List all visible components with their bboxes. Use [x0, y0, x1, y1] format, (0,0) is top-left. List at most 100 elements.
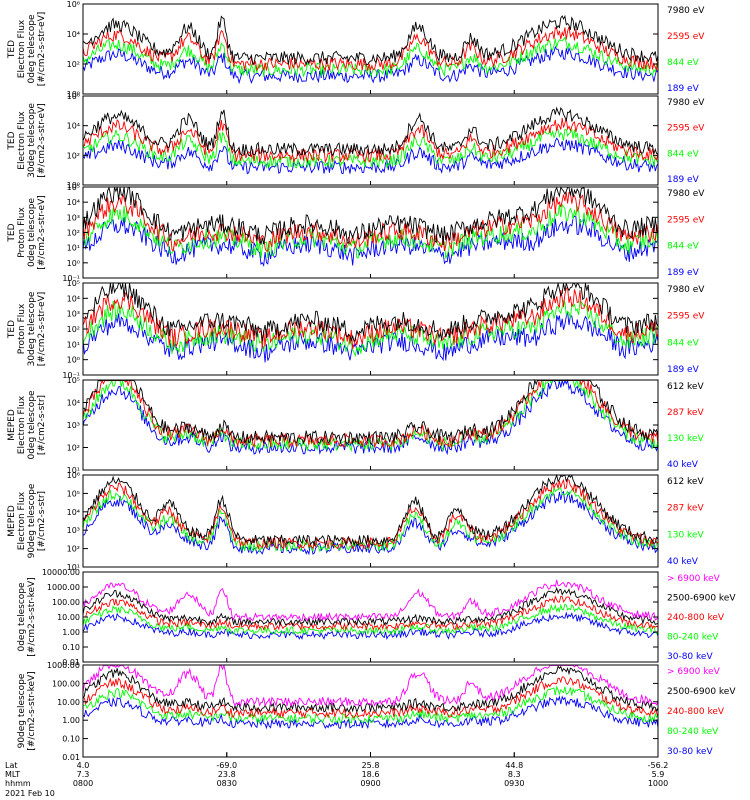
lat-tick-label: 44.8 — [505, 761, 523, 770]
panel-1-ylabel: TED — [7, 40, 17, 59]
panel-8-legend-item: 80-240 keV — [667, 727, 719, 737]
panel-6-ytick-label: 10² — [67, 545, 80, 554]
panel-6-ytick-label: 10⁵ — [67, 489, 80, 498]
panel-1-series-1 — [82, 14, 659, 66]
panel-3-series-4 — [82, 215, 659, 267]
panel-6-legend-item: 612 keV — [667, 477, 704, 487]
panel-2-legend-item: 844 eV — [667, 149, 700, 159]
panel-4-series-1 — [82, 282, 659, 343]
panel-3-ytick-label: 10² — [67, 229, 80, 238]
panel-4-legend-item: 189 eV — [667, 365, 700, 375]
panel-1-ytick-label: 10² — [67, 60, 80, 69]
panel-5-ylabel: MEPED — [7, 409, 17, 441]
panel-6-ylabel: [#/cm2-s-str] — [37, 491, 47, 551]
panel-8-ytick-label: 1000.00 — [47, 661, 80, 670]
panel-6-series-1 — [82, 473, 659, 547]
panel-8-ylabel: 90deg telescope — [17, 673, 27, 748]
panel-3-ylabel: Proton Flux — [17, 207, 27, 258]
panel-7-ylabel: 0deg telescope — [17, 582, 27, 652]
panel-4-frame — [82, 282, 659, 376]
panel-5-series-1 — [82, 378, 659, 445]
panel-8-ytick-label: 1.00 — [62, 716, 80, 725]
panel-2-ytick-label: 10⁴ — [67, 122, 80, 131]
panel-3-ytick-label: 10⁰ — [67, 259, 80, 268]
date-label: 2021 Feb 10 — [5, 789, 55, 798]
panel-7-legend-item: 80-240 keV — [667, 633, 719, 643]
panel-2-ylabel: 30deg telescope — [27, 103, 37, 178]
panel-6-series-2 — [82, 478, 659, 550]
panel-3-series-1 — [82, 186, 659, 245]
panel-7-ytick-label: 1000.00 — [47, 583, 80, 592]
panel-7-legend-item: > 6900 keV — [667, 574, 721, 584]
panel-3-legend-item: 844 eV — [667, 242, 700, 252]
panel-4-ytick-label: 10² — [67, 325, 80, 334]
panel-3-ylabel: 0deg telescope — [27, 198, 37, 268]
panel-7-series-4 — [82, 603, 659, 636]
panel-3-ylabel: [#/cm2-s-str-eV] — [37, 195, 47, 270]
panel-4-legend-item: 2595 eV — [667, 312, 705, 322]
panel-8-ytick-label: 100.00 — [52, 679, 80, 688]
panel-4-series-4 — [82, 311, 659, 363]
panel-5-ylabel: 0deg telescope — [27, 390, 37, 460]
panel-2-legend-item: 7980 eV — [667, 98, 705, 108]
panel-7-legend-item: 30-80 keV — [667, 652, 713, 662]
panel-4-ytick-label: 10⁰ — [67, 356, 80, 365]
panel-2-frame — [82, 95, 659, 186]
panel-3-ytick-label: 10¹ — [67, 244, 80, 253]
panel-2-series-1 — [82, 106, 659, 158]
lat-tick-label: 4.0 — [77, 761, 90, 770]
panel-6-ylabel: MEPED — [7, 505, 17, 537]
panel-1-legend-item: 2595 eV — [667, 32, 705, 42]
panel-3-ytick-label: 10⁵ — [67, 183, 80, 192]
panel-7-ytick-label: 10.00 — [57, 613, 80, 622]
panel-4: 10⁻¹ 10⁰ 10¹ 10² 10³ 10⁴ 10⁵ TED Proton Flux 30de… — [7, 279, 705, 380]
panel-2-ytick-label: 10⁰ — [67, 181, 80, 190]
panel-7-series-5 — [82, 611, 659, 641]
panel-4-series-2 — [82, 286, 659, 350]
panel-8-series-4 — [82, 685, 659, 725]
panel-3-series-2 — [82, 191, 659, 252]
panel-2-series-2 — [82, 117, 659, 164]
panel-4-ytick-label: 10¹ — [67, 340, 80, 349]
panel-6: 10¹ 10² 10³ 10⁴ 10⁵ 10⁶ MEPED Electron Flux 90de… — [7, 471, 704, 572]
panel-1-ylabel: [#/cm2-s-str-eV] — [37, 12, 47, 87]
panel-5-ylabel: [#/cm2-s-str] — [37, 395, 47, 455]
panel-3-ytick-label: 10⁴ — [67, 198, 80, 207]
time-tick-label: 0900 — [360, 779, 380, 788]
time-tick-label: 0800 — [73, 779, 93, 788]
panel-6-frame — [82, 474, 659, 568]
panel-4-ylabel: [#/cm2-s-str-eV] — [37, 292, 47, 367]
panel-2: 10⁰ 10² 10⁴ 10⁶ TED Electron Flux 30deg telesc… — [7, 92, 705, 190]
time-tick-label: 1000 — [648, 779, 668, 788]
panel-8-ytick-label: 0.10 — [62, 735, 80, 744]
panel-7-series-2 — [82, 586, 659, 627]
panel-3-ylabel: TED — [7, 223, 17, 242]
panel-4-ytick-label: 10³ — [67, 310, 80, 319]
panel-4-ytick-label: 10⁻¹ — [62, 371, 80, 380]
panel-8: 0.01 0.10 1.00 10.00 100.00 1000.00 90deg tele… — [17, 661, 736, 762]
panel-6-ylabel: Electron Flux — [17, 491, 27, 550]
panel-2-series-3 — [82, 127, 659, 170]
panel-1: 10⁰ 10² 10⁴ 10⁶ TED Electron Flux 0deg telesco… — [7, 0, 705, 99]
panel-5-ytick-label: 10⁴ — [67, 399, 80, 408]
panel-4-ytick-label: 10⁵ — [67, 279, 80, 288]
panel-8-legend-item: 2500-6900 keV — [667, 687, 736, 697]
panel-8-ytick-label: 10.00 — [57, 698, 80, 707]
time-tick-label: 0830 — [217, 779, 237, 788]
x-row-label: MLT — [5, 770, 20, 779]
panel-3-ytick-label: 10⁻¹ — [62, 274, 80, 283]
panel-6-legend-item: 40 keV — [667, 557, 699, 567]
mlt-tick-label: 8.3 — [508, 770, 521, 779]
panel-3-ytick-label: 10³ — [67, 213, 80, 222]
panel-1-ylabel: 0deg telescope — [27, 14, 37, 84]
panel-3-legend-item: 7980 eV — [667, 189, 705, 199]
panel-5-ytick-label: 10³ — [67, 421, 80, 430]
panel-3-legend-item: 189 eV — [667, 268, 700, 278]
x-row-label: Lat — [5, 761, 18, 770]
panel-7-legend-item: 2500-6900 keV — [667, 594, 736, 604]
mlt-tick-label: 18.6 — [362, 770, 380, 779]
panel-8-ylabel: [#/cm2-s-str-keV] — [27, 671, 37, 750]
panel-7-legend-item: 240-800 keV — [667, 613, 725, 623]
panel-5: 10¹ 10² 10³ 10⁴ 10⁵ MEPED Electron Flux 0deg te… — [7, 376, 704, 475]
